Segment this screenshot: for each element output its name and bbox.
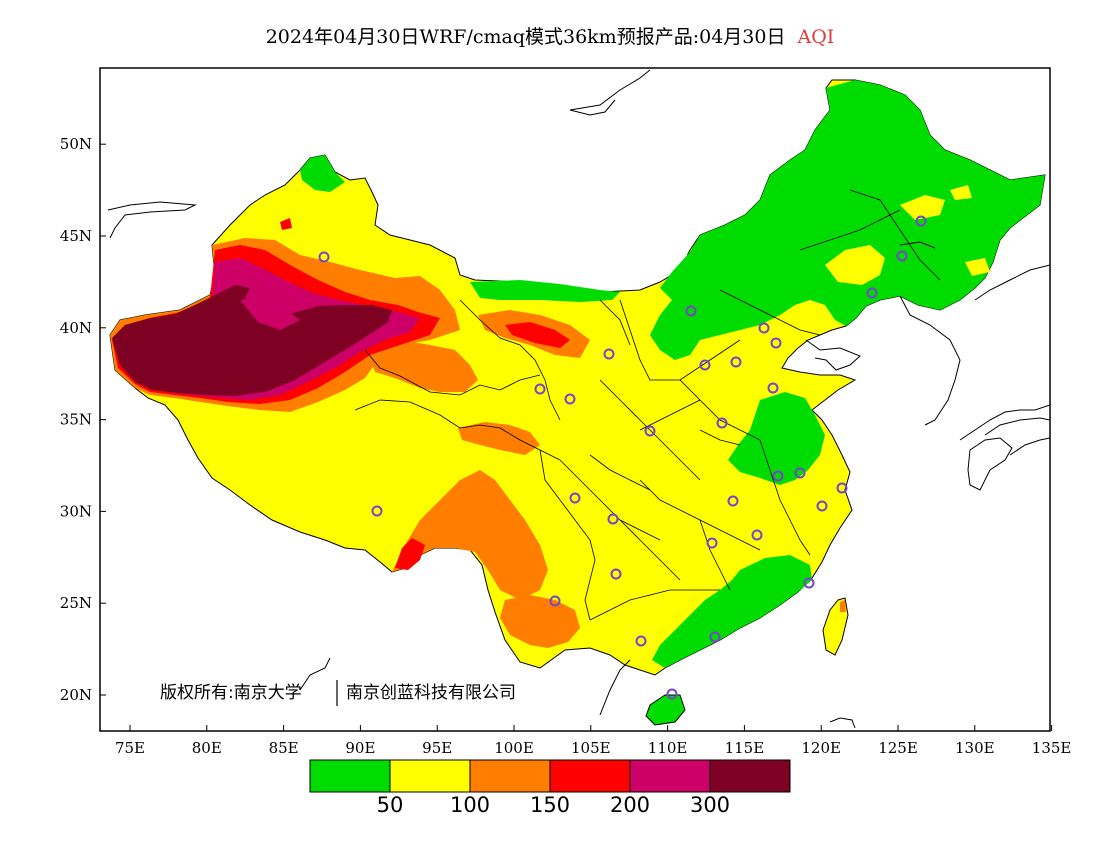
title-product: AQI bbox=[797, 26, 835, 48]
y-tick-label: 25N bbox=[60, 594, 92, 612]
region-taiwan bbox=[822, 597, 849, 656]
x-tick-label: 135E bbox=[1032, 739, 1072, 757]
region-yellow-northeast-spot2 bbox=[900, 195, 945, 220]
y-tick-label: 20N bbox=[60, 686, 92, 704]
region-green-east bbox=[728, 392, 825, 485]
city-markers bbox=[318, 215, 927, 700]
x-tick-label: 90E bbox=[345, 739, 375, 757]
x-tick-label: 105E bbox=[571, 739, 611, 757]
y-tick-label: 35N bbox=[60, 411, 92, 429]
colorbar-swatch bbox=[629, 759, 711, 793]
y-tick-label: 50N bbox=[60, 135, 92, 153]
x-tick-label: 125E bbox=[878, 739, 918, 757]
region-red-spot bbox=[280, 218, 292, 230]
region-taiwan-orange bbox=[840, 600, 846, 612]
x-tick-label: 100E bbox=[494, 739, 534, 757]
region-yellow-northeast-spot bbox=[825, 245, 885, 285]
region-yellow-northeast-spot4 bbox=[965, 258, 990, 276]
colorbar-label: 100 bbox=[450, 793, 490, 817]
title-main: 2024年04月30日WRF/cmaq模式36km预报产品:04月30日 bbox=[265, 26, 786, 48]
region-green-southeast bbox=[652, 555, 812, 668]
x-tick-label: 120E bbox=[801, 739, 841, 757]
colorbar-label: 300 bbox=[690, 793, 730, 817]
aqi-colorbar: 50 100 150 200 300 bbox=[309, 759, 791, 817]
copyright-owner: 版权所有:南京大学 bbox=[160, 683, 302, 703]
colorbar-swatch bbox=[549, 759, 631, 793]
region-red-tibet bbox=[395, 538, 425, 570]
colorbar-swatch bbox=[709, 759, 791, 793]
region-yellow-northeast-spot3 bbox=[950, 185, 972, 200]
x-tick-label: 75E bbox=[115, 739, 145, 757]
colorbar-label: 200 bbox=[610, 793, 650, 817]
region-orange-yunnan bbox=[500, 595, 580, 648]
region-green-northeast bbox=[650, 80, 1045, 360]
y-tick-label: 40N bbox=[60, 319, 92, 337]
colorbar-label: 150 bbox=[530, 793, 570, 817]
coastlines bbox=[107, 69, 1050, 729]
x-tick-label: 110E bbox=[648, 739, 688, 757]
region-green-north-xinjiang bbox=[300, 155, 345, 192]
region-purple-inner bbox=[240, 296, 300, 330]
region-maroon-taklamakan bbox=[112, 285, 392, 396]
region-orange-sichuan-strip bbox=[458, 422, 540, 455]
region-red-gansu bbox=[505, 322, 570, 348]
colorbar-swatch bbox=[469, 759, 551, 793]
x-tick-label: 115E bbox=[725, 739, 765, 757]
region-green-hainan bbox=[645, 694, 686, 726]
colorbar-swatch bbox=[309, 759, 391, 793]
province-boundaries bbox=[354, 189, 941, 621]
colorbar-swatch bbox=[389, 759, 471, 793]
x-tick-label: 95E bbox=[422, 739, 452, 757]
x-axis: 75E 80E 85E 90E 95E 100E 105E 110E 115E 120E 125E 1… bbox=[115, 725, 1071, 757]
copyright-partner: 南京创蓝科技有限公司 bbox=[346, 683, 516, 703]
y-tick-label: 45N bbox=[60, 227, 92, 245]
x-tick-label: 80E bbox=[192, 739, 222, 757]
map-body: 版权所有:南京大学 南京创蓝科技有限公司 bbox=[107, 69, 1050, 729]
colorbar-label: 50 bbox=[377, 793, 404, 817]
x-tick-label: 130E bbox=[955, 739, 995, 757]
region-orange-qinghai bbox=[365, 340, 478, 392]
y-tick-label: 30N bbox=[60, 502, 92, 520]
region-orange-tibet-se bbox=[392, 470, 548, 600]
map-title: 2024年04月30日WRF/cmaq模式36km预报产品:04月30日 AQI bbox=[0, 22, 1100, 49]
y-axis: 20N 25N 30N 35N 40N 45N 50N bbox=[60, 135, 106, 704]
x-tick-label: 85E bbox=[269, 739, 299, 757]
region-green-inner-mongolia bbox=[470, 280, 620, 302]
map-frame bbox=[99, 67, 1051, 732]
